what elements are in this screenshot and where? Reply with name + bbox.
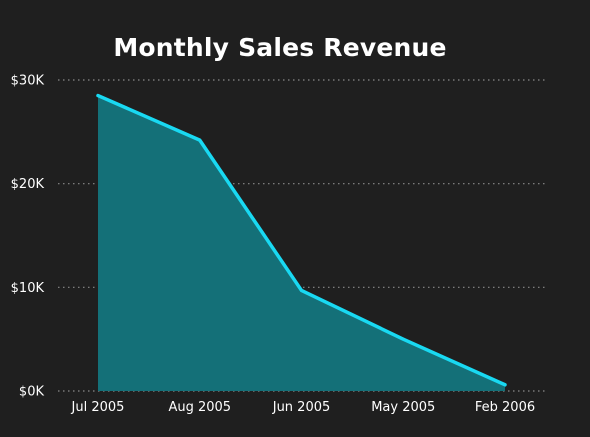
- data-point: [401, 337, 405, 341]
- data-point: [96, 94, 100, 98]
- data-point: [300, 288, 303, 292]
- y-tick-label: $20K: [11, 177, 45, 192]
- chart-title: Monthly Sales Revenue: [113, 33, 447, 62]
- area-fill: [98, 95, 505, 392]
- x-tick-label: Feb 2006: [475, 400, 535, 415]
- x-tick-label: Aug 2005: [168, 400, 231, 415]
- y-tick-label: $10K: [11, 281, 45, 296]
- x-tick-label: Jul 2005: [71, 400, 125, 415]
- x-tick-label: May 2005: [371, 400, 435, 415]
- data-point: [503, 383, 507, 387]
- data-point: [198, 138, 202, 142]
- y-tick-label: $30K: [11, 74, 45, 89]
- x-tick-label: Jun 2005: [272, 400, 331, 415]
- y-tick-label: $0K: [19, 385, 45, 400]
